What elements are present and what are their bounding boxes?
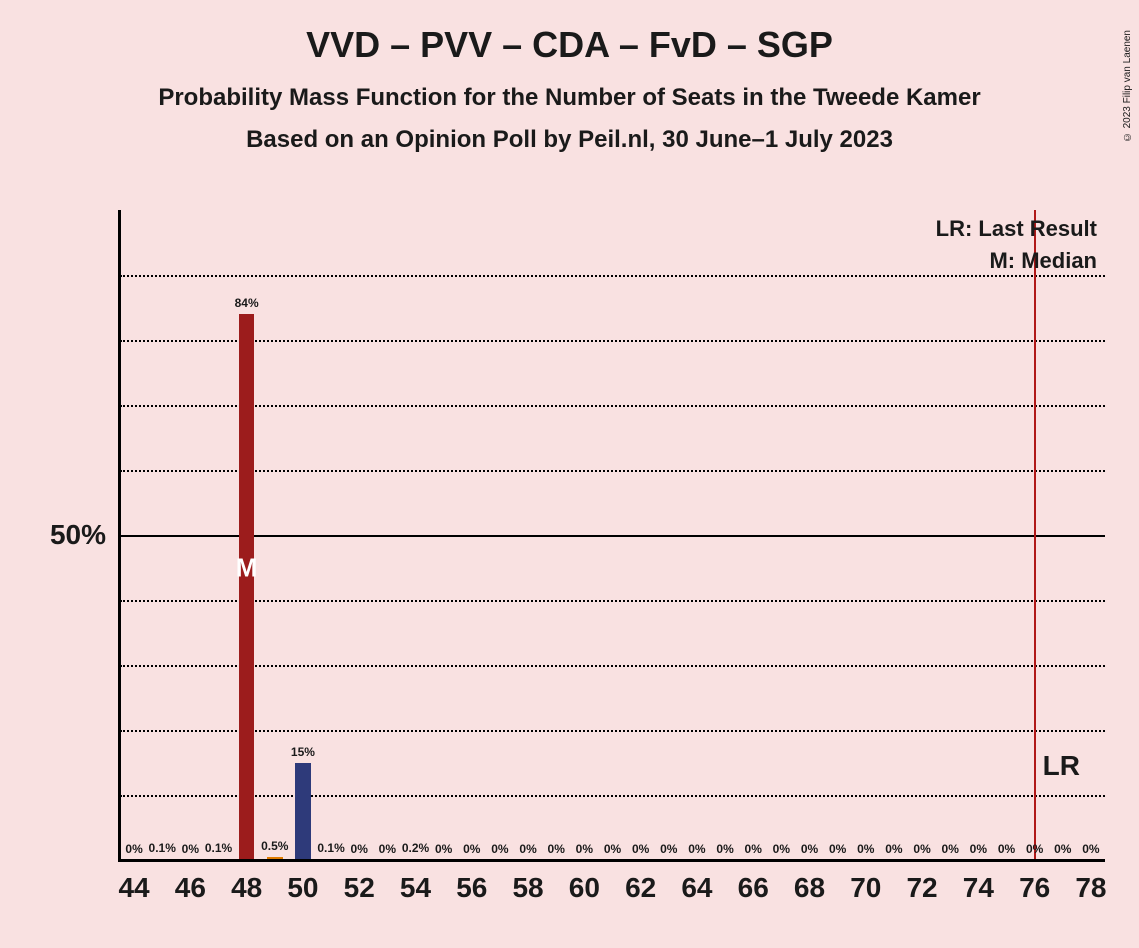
bar-value-label: 0%	[576, 842, 593, 856]
y-tick-label: 50%	[50, 519, 106, 551]
legend-lr: LR: Last Result	[936, 216, 1097, 242]
bar-value-label: 0.2%	[402, 841, 429, 855]
bar-value-label: 0%	[773, 842, 790, 856]
bar-value-label: 0%	[1082, 842, 1099, 856]
x-tick-label: 72	[906, 872, 937, 904]
x-tick-label: 68	[794, 872, 825, 904]
legend-m: M: Median	[989, 248, 1097, 274]
bar-value-label: 0%	[829, 842, 846, 856]
bar-value-label: 0%	[379, 842, 396, 856]
bar-value-label: 0%	[716, 842, 733, 856]
bar-value-label: 0%	[125, 842, 142, 856]
bar-value-label: 0%	[745, 842, 762, 856]
grid-line-major	[120, 535, 1105, 537]
bar-value-label: 15%	[291, 745, 315, 759]
bar-value-label: 0%	[688, 842, 705, 856]
bar-value-label: 0.5%	[261, 839, 288, 853]
x-tick-label: 70	[850, 872, 881, 904]
x-tick-label: 52	[344, 872, 375, 904]
chart-subtitle-2: Based on an Opinion Poll by Peil.nl, 30 …	[0, 126, 1139, 154]
x-tick-label: 78	[1075, 872, 1106, 904]
x-tick-label: 50	[287, 872, 318, 904]
x-tick-label: 60	[569, 872, 600, 904]
bar	[295, 763, 310, 861]
x-tick-label: 56	[456, 872, 487, 904]
x-axis	[118, 859, 1105, 862]
bar-value-label: 0%	[970, 842, 987, 856]
x-tick-label: 46	[175, 872, 206, 904]
bar-value-label: 0%	[435, 842, 452, 856]
bar-value-label: 0%	[632, 842, 649, 856]
plot-area: 0% 0.1% 0% 0.1% 84% 0.5% 15% 0.1% 0% 0% 0.2% 0% 0% 0%…	[120, 210, 1105, 860]
bar-value-label: 0.1%	[149, 841, 176, 855]
x-tick-label: 74	[963, 872, 994, 904]
bar-value-label: 0%	[604, 842, 621, 856]
bar-value-label: 0%	[548, 842, 565, 856]
last-result-line	[1034, 210, 1036, 860]
grid-line	[120, 340, 1105, 342]
copyright-text: © 2023 Filip van Laenen	[1122, 30, 1133, 142]
median-marker: M	[236, 552, 258, 583]
bar-value-label: 0%	[913, 842, 930, 856]
bar-value-label: 0%	[660, 842, 677, 856]
bar-value-label: 0%	[1026, 842, 1043, 856]
bar	[239, 314, 254, 860]
bar-value-label: 0.1%	[317, 841, 344, 855]
x-tick-label: 64	[681, 872, 712, 904]
bar-value-label: 0%	[519, 842, 536, 856]
bar-value-label: 0%	[182, 842, 199, 856]
grid-line	[120, 665, 1105, 667]
grid-line	[120, 600, 1105, 602]
bar-value-label: 0%	[351, 842, 368, 856]
x-tick-label: 76	[1019, 872, 1050, 904]
x-tick-label: 62	[625, 872, 656, 904]
bar-value-label: 0%	[491, 842, 508, 856]
bar-value-label: 84%	[235, 296, 259, 310]
bar-value-label: 0%	[942, 842, 959, 856]
bar-value-label: 0%	[463, 842, 480, 856]
x-tick-label: 48	[231, 872, 262, 904]
x-tick-label: 54	[400, 872, 431, 904]
grid-line	[120, 730, 1105, 732]
bar-value-label: 0%	[801, 842, 818, 856]
last-result-label: LR	[1043, 750, 1080, 782]
chart-title: VVD – PVV – CDA – FvD – SGP	[0, 24, 1139, 66]
chart-subtitle-1: Probability Mass Function for the Number…	[0, 84, 1139, 112]
bar-value-label: 0%	[998, 842, 1015, 856]
bar-value-label: 0%	[885, 842, 902, 856]
x-tick-label: 44	[118, 872, 149, 904]
grid-line	[120, 405, 1105, 407]
grid-line	[120, 275, 1105, 277]
bar-value-label: 0.1%	[205, 841, 232, 855]
x-tick-label: 58	[512, 872, 543, 904]
grid-line	[120, 795, 1105, 797]
bar-value-label: 0%	[857, 842, 874, 856]
x-tick-label: 66	[738, 872, 769, 904]
grid-line	[120, 470, 1105, 472]
bar-value-label: 0%	[1054, 842, 1071, 856]
y-axis	[118, 210, 121, 860]
